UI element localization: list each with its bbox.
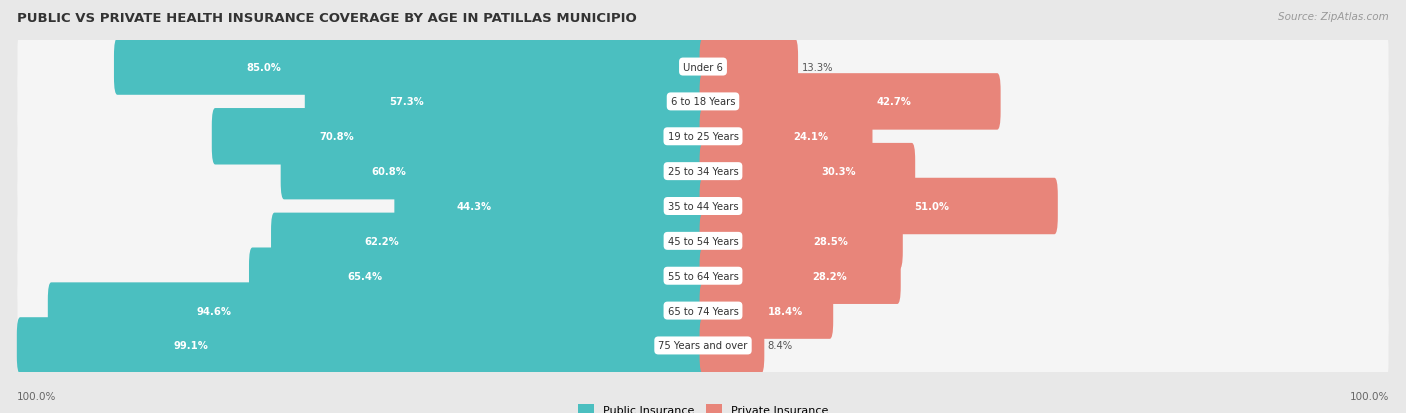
FancyBboxPatch shape	[17, 67, 1389, 137]
Text: 44.3%: 44.3%	[457, 202, 492, 211]
FancyBboxPatch shape	[305, 74, 706, 131]
Text: 51.0%: 51.0%	[914, 202, 949, 211]
Text: 60.8%: 60.8%	[371, 167, 406, 177]
Legend: Public Insurance, Private Insurance: Public Insurance, Private Insurance	[574, 399, 832, 413]
FancyBboxPatch shape	[114, 39, 706, 95]
Text: 19 to 25 Years: 19 to 25 Years	[668, 132, 738, 142]
Text: 100.0%: 100.0%	[17, 391, 56, 401]
FancyBboxPatch shape	[700, 213, 903, 269]
Text: 28.2%: 28.2%	[811, 271, 846, 281]
Text: 57.3%: 57.3%	[389, 97, 425, 107]
FancyBboxPatch shape	[249, 248, 706, 304]
Text: 65.4%: 65.4%	[347, 271, 382, 281]
FancyBboxPatch shape	[17, 311, 1389, 380]
Text: 25 to 34 Years: 25 to 34 Years	[668, 167, 738, 177]
Text: Source: ZipAtlas.com: Source: ZipAtlas.com	[1278, 12, 1389, 22]
FancyBboxPatch shape	[700, 318, 765, 374]
Text: 24.1%: 24.1%	[793, 132, 828, 142]
FancyBboxPatch shape	[700, 109, 873, 165]
FancyBboxPatch shape	[48, 282, 706, 339]
Text: 85.0%: 85.0%	[246, 62, 281, 72]
Text: 42.7%: 42.7%	[877, 97, 911, 107]
Text: 8.4%: 8.4%	[768, 341, 793, 351]
FancyBboxPatch shape	[17, 33, 1389, 102]
Text: 62.2%: 62.2%	[364, 236, 399, 246]
Text: 13.3%: 13.3%	[801, 62, 832, 72]
FancyBboxPatch shape	[700, 144, 915, 200]
Text: 35 to 44 Years: 35 to 44 Years	[668, 202, 738, 211]
Text: 6 to 18 Years: 6 to 18 Years	[671, 97, 735, 107]
FancyBboxPatch shape	[17, 137, 1389, 206]
Text: 18.4%: 18.4%	[768, 306, 803, 316]
Text: 70.8%: 70.8%	[319, 132, 354, 142]
FancyBboxPatch shape	[700, 282, 834, 339]
FancyBboxPatch shape	[271, 213, 706, 269]
FancyBboxPatch shape	[17, 172, 1389, 241]
FancyBboxPatch shape	[700, 74, 1001, 131]
FancyBboxPatch shape	[17, 276, 1389, 346]
Text: 75 Years and over: 75 Years and over	[658, 341, 748, 351]
FancyBboxPatch shape	[700, 39, 799, 95]
Text: 45 to 54 Years: 45 to 54 Years	[668, 236, 738, 246]
Text: 100.0%: 100.0%	[1350, 391, 1389, 401]
Text: 28.5%: 28.5%	[813, 236, 848, 246]
FancyBboxPatch shape	[17, 241, 1389, 311]
Text: 99.1%: 99.1%	[173, 341, 208, 351]
FancyBboxPatch shape	[281, 144, 706, 200]
Text: 30.3%: 30.3%	[821, 167, 856, 177]
FancyBboxPatch shape	[212, 109, 706, 165]
FancyBboxPatch shape	[700, 178, 1057, 235]
FancyBboxPatch shape	[17, 206, 1389, 276]
FancyBboxPatch shape	[17, 102, 1389, 172]
FancyBboxPatch shape	[700, 248, 901, 304]
Text: PUBLIC VS PRIVATE HEALTH INSURANCE COVERAGE BY AGE IN PATILLAS MUNICIPIO: PUBLIC VS PRIVATE HEALTH INSURANCE COVER…	[17, 12, 637, 25]
FancyBboxPatch shape	[394, 178, 706, 235]
Text: Under 6: Under 6	[683, 62, 723, 72]
Text: 65 to 74 Years: 65 to 74 Years	[668, 306, 738, 316]
Text: 55 to 64 Years: 55 to 64 Years	[668, 271, 738, 281]
FancyBboxPatch shape	[17, 318, 706, 374]
Text: 94.6%: 94.6%	[197, 306, 232, 316]
